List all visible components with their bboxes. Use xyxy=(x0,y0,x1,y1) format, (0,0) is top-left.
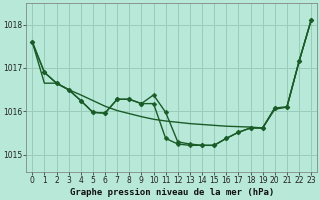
X-axis label: Graphe pression niveau de la mer (hPa): Graphe pression niveau de la mer (hPa) xyxy=(69,188,274,197)
